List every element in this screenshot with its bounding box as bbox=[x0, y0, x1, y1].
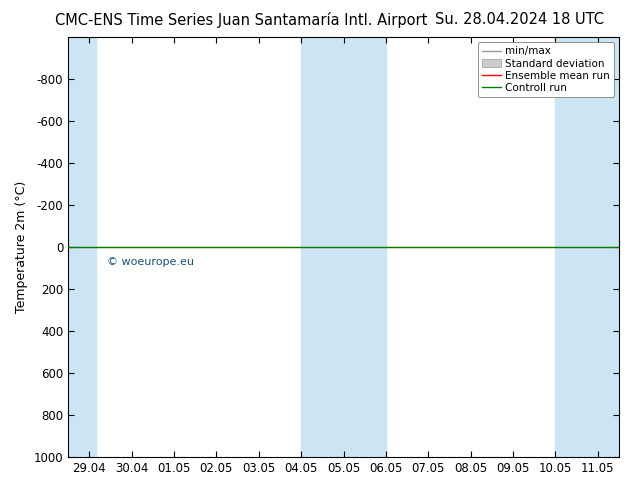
Legend: min/max, Standard deviation, Ensemble mean run, Controll run: min/max, Standard deviation, Ensemble me… bbox=[478, 42, 614, 97]
Bar bbox=[555, 37, 619, 457]
Bar bbox=[68, 37, 96, 457]
Text: Su. 28.04.2024 18 UTC: Su. 28.04.2024 18 UTC bbox=[436, 12, 604, 27]
Text: CMC-ENS Time Series Juan Santamaría Intl. Airport: CMC-ENS Time Series Juan Santamaría Intl… bbox=[55, 12, 427, 28]
Y-axis label: Temperature 2m (°C): Temperature 2m (°C) bbox=[15, 181, 28, 313]
Text: © woeurope.eu: © woeurope.eu bbox=[107, 257, 193, 267]
Bar bbox=[301, 37, 386, 457]
